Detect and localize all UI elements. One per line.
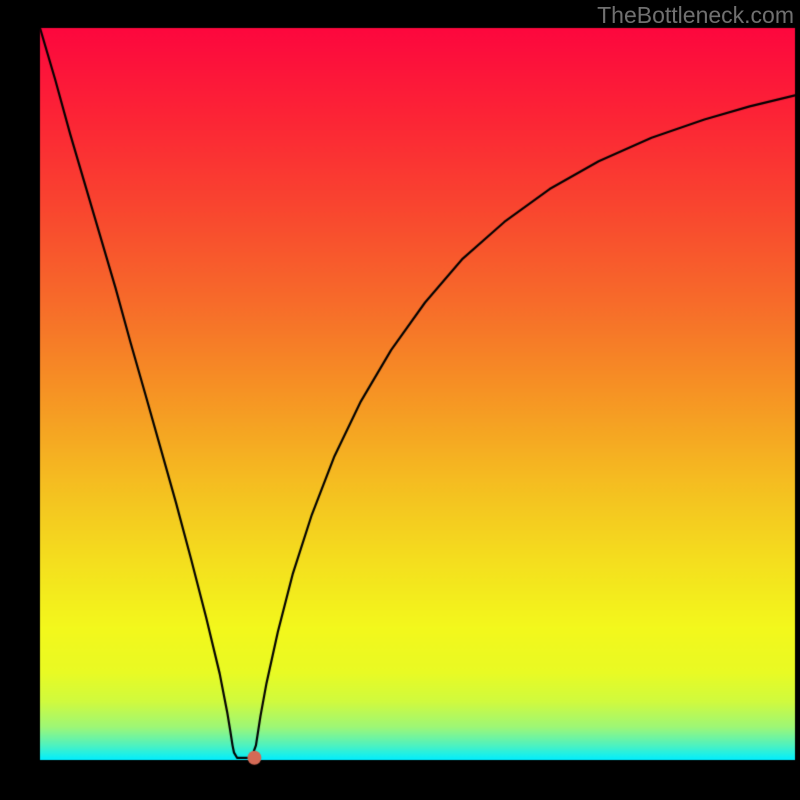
bottleneck-chart: TheBottleneck.com: [0, 0, 800, 800]
bottleneck-curve: [0, 0, 800, 800]
source-watermark: TheBottleneck.com: [597, 2, 794, 29]
